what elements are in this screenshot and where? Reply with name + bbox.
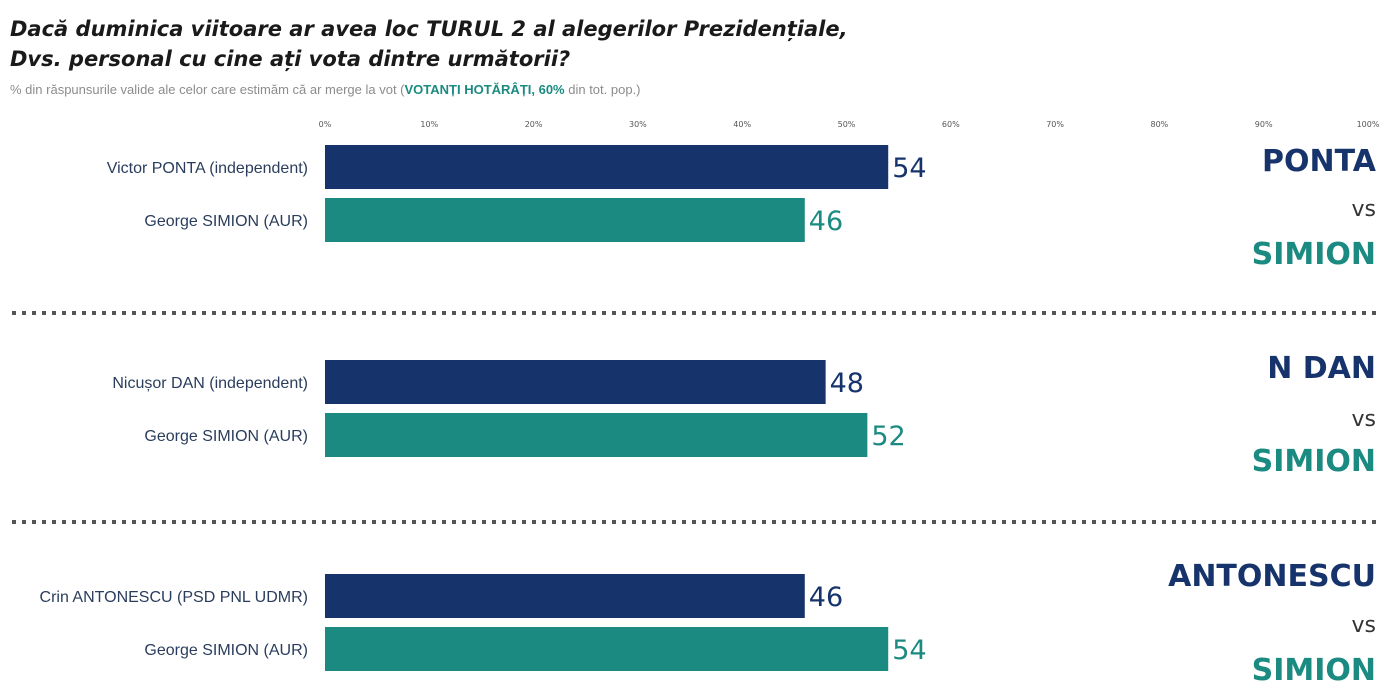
x-tick-label: 50% <box>838 120 856 129</box>
category-label: Nicușor DAN (independent) <box>112 375 308 392</box>
data-label: 48 <box>830 368 864 399</box>
matchup-candidate-2: SIMION <box>1252 237 1376 272</box>
category-label: Crin ANTONESCU (PSD PNL UDMR) <box>40 589 308 606</box>
bar <box>325 145 889 189</box>
x-tick-label: 30% <box>629 120 647 129</box>
subtitle-text: % din răspunsurile valide ale celor care… <box>10 82 405 97</box>
category-label: George SIMION (AUR) <box>144 213 308 230</box>
x-tick-label: 10% <box>420 120 438 129</box>
data-label: 54 <box>892 153 926 184</box>
subtitle-highlight: VOTANȚI HOTĂRÂȚI, 60% <box>404 82 565 97</box>
matchup-candidate-2: SIMION <box>1252 653 1376 688</box>
x-tick-label: 90% <box>1255 120 1273 129</box>
chart-title-line-2: Dvs. personal cu cine ați vota dintre ur… <box>10 47 571 71</box>
subtitle-suffix: din tot. pop.) <box>564 82 641 97</box>
matchup-vs: vs <box>1352 197 1376 222</box>
data-label: 46 <box>809 206 843 237</box>
bar <box>325 360 826 404</box>
x-tick-label: 60% <box>942 120 960 129</box>
matchup-candidate-1: ANTONESCU <box>1168 559 1376 594</box>
chart-subtitle: % din răspunsurile valide ale celor care… <box>10 82 641 97</box>
x-tick-label: 80% <box>1151 120 1169 129</box>
category-label: Victor PONTA (independent) <box>107 160 308 177</box>
x-tick-label: 70% <box>1046 120 1064 129</box>
category-label: George SIMION (AUR) <box>144 428 308 445</box>
data-label: 52 <box>871 421 905 452</box>
x-tick-label: 40% <box>733 120 751 129</box>
x-tick-label: 20% <box>525 120 543 129</box>
chart-title: Dacă duminica viitoare ar avea loc TURUL… <box>10 14 848 74</box>
data-label: 46 <box>809 582 843 613</box>
matchup-vs: vs <box>1352 407 1376 432</box>
matchup-candidate-1: N DAN <box>1267 351 1376 386</box>
matchup-vs: vs <box>1352 613 1376 638</box>
bar <box>325 413 868 457</box>
matchup-candidate-2: SIMION <box>1252 444 1376 479</box>
data-label: 54 <box>892 635 926 666</box>
bar <box>325 627 889 671</box>
bar <box>325 198 805 242</box>
x-tick-label: 100% <box>1357 120 1380 129</box>
x-tick-label: 0% <box>319 120 332 129</box>
category-label: George SIMION (AUR) <box>144 642 308 659</box>
chart-title-line-1: Dacă duminica viitoare ar avea loc TURUL… <box>10 17 848 41</box>
bar <box>325 574 805 618</box>
matchup-candidate-1: PONTA <box>1262 144 1377 179</box>
